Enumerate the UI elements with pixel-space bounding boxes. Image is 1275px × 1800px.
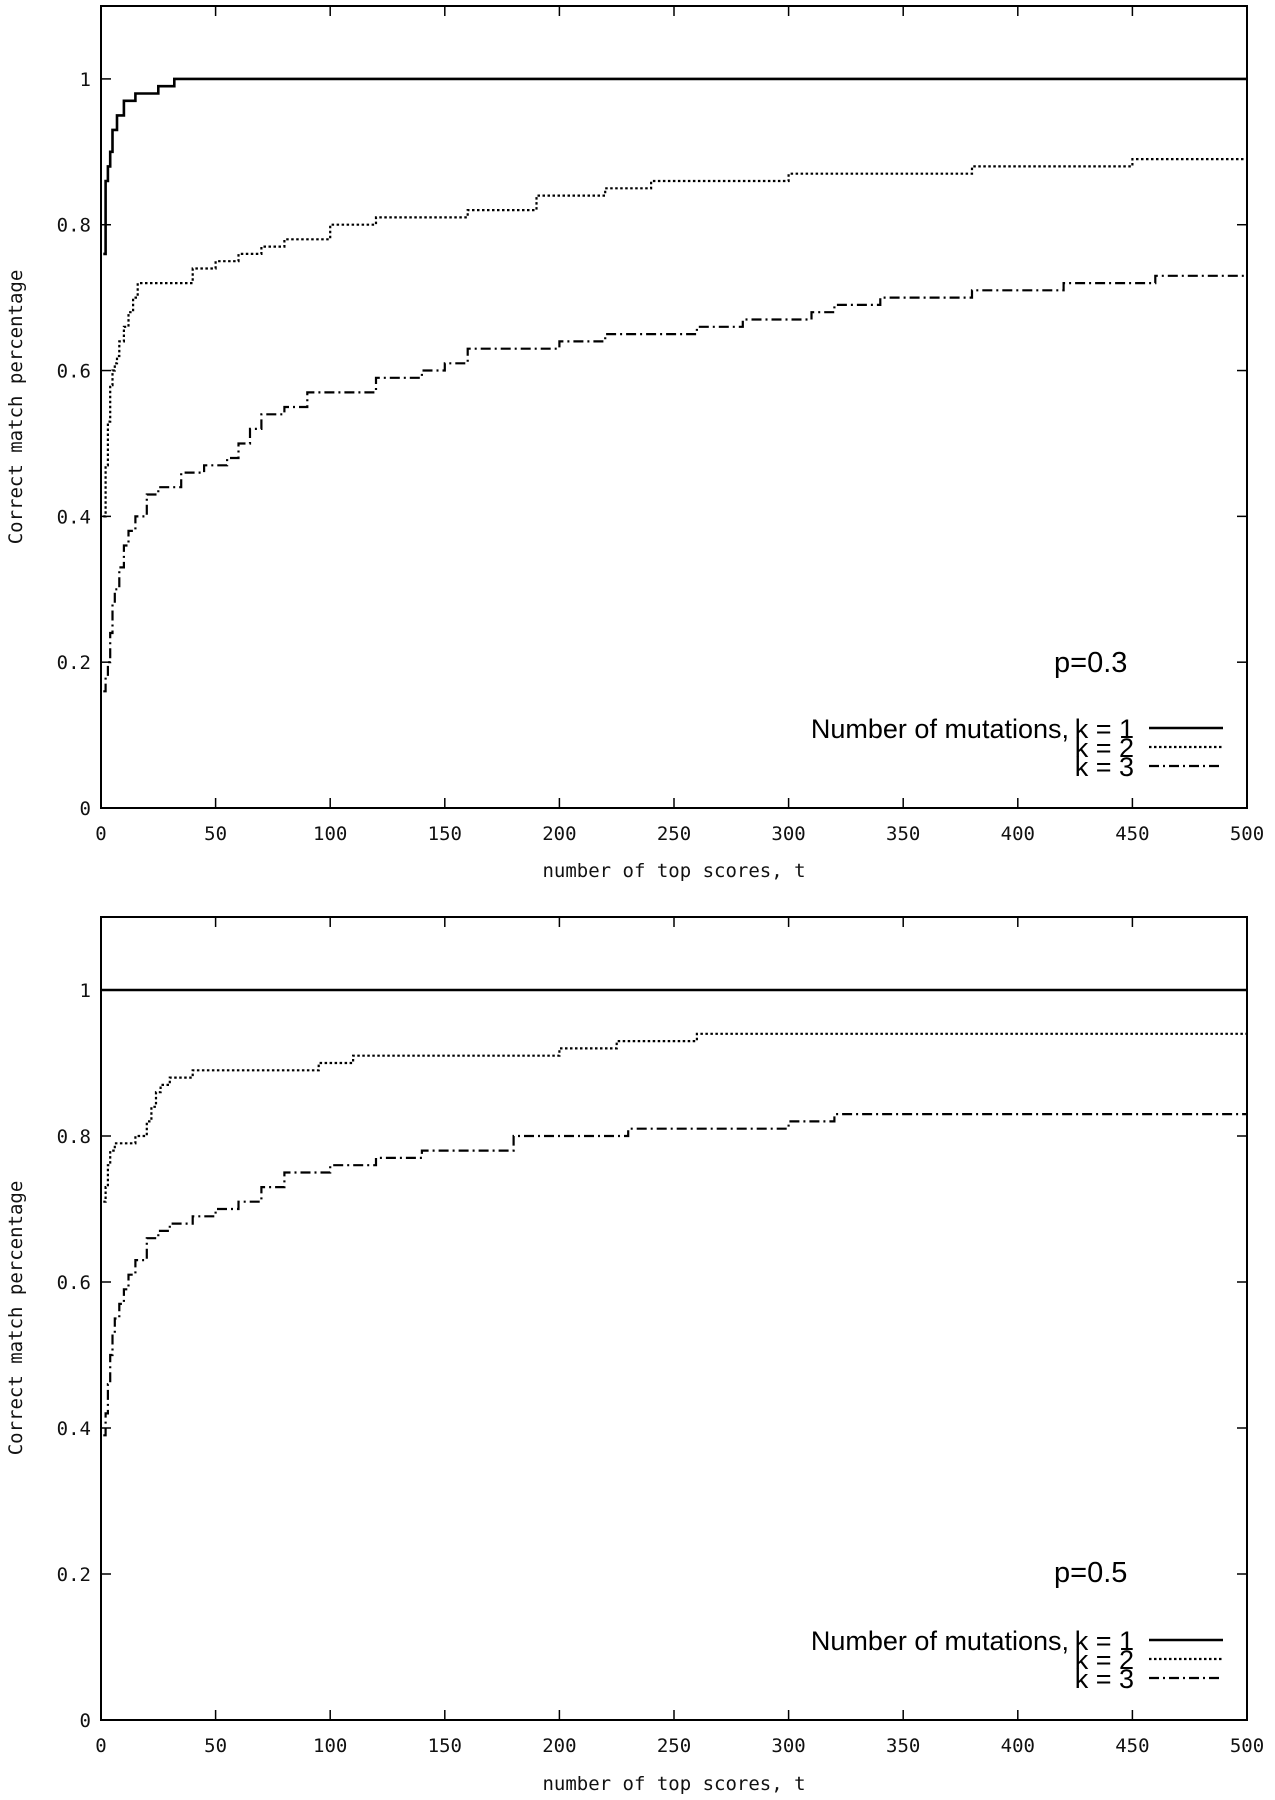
x-tick-labels: 0 50 100 150 200 250 300 350 400 450 500 — [95, 1735, 1264, 1757]
x-tick-label: 0 — [95, 1735, 106, 1757]
y-tick-labels: 0 0.2 0.4 0.6 0.8 1 — [57, 69, 91, 820]
x-tick-label: 100 — [313, 1735, 347, 1757]
x-tick-label: 150 — [428, 1735, 462, 1757]
x-tick-label: 400 — [1001, 1735, 1035, 1757]
legend-label: k = 1 — [1075, 714, 1134, 744]
parameter-annotation: p=0.5 — [1054, 1557, 1127, 1589]
series-line-k2 — [103, 158, 1247, 518]
y-axis-title: Correct match percentage — [5, 1181, 27, 1456]
plot-frame — [100, 916, 1248, 1721]
x-tick-label: 200 — [542, 1735, 576, 1757]
x-tick-label: 150 — [428, 823, 462, 845]
series-line-k3 — [103, 1113, 1247, 1437]
x-tick-label: 400 — [1001, 823, 1035, 845]
y-tick-label: 0 — [80, 1710, 91, 1732]
chart-panel-p03: 0 50 100 150 200 250 300 350 400 450 500 0 0.2 0.4 0.… — [5, 5, 1264, 882]
x-tick-label: 500 — [1230, 1735, 1264, 1757]
legend-prefix: Number of mutations, — [811, 714, 1069, 744]
legend-label: k = 1 — [1075, 1626, 1134, 1656]
y-tick-labels: 0 0.2 0.4 0.6 0.8 1 — [57, 980, 91, 1732]
series-line-k1 — [103, 77, 1247, 256]
series-line-k2 — [103, 1032, 1247, 1203]
legend-label: k = 3 — [1075, 752, 1134, 782]
y-tick-label: 0.6 — [57, 361, 91, 383]
legend-label: k = 3 — [1075, 1664, 1134, 1694]
x-tick-label: 50 — [204, 823, 227, 845]
axis-ticks — [100, 917, 1248, 1721]
y-axis-title: Correct match percentage — [5, 270, 27, 545]
legend-label: k = 2 — [1075, 1645, 1134, 1675]
y-tick-label: 0.8 — [57, 215, 91, 237]
x-tick-label: 300 — [771, 823, 805, 845]
x-tick-label: 250 — [657, 1735, 691, 1757]
series-group — [101, 988, 1247, 1437]
x-tick-label: 0 — [95, 823, 106, 845]
series-line-k3 — [103, 274, 1247, 693]
legend: Number of mutations, k = 1k = 2k = 3 — [811, 1626, 1223, 1694]
y-tick-label: 0.2 — [57, 652, 91, 674]
x-tick-label: 300 — [771, 1735, 805, 1757]
x-axis-title: number of top scores, t — [542, 860, 805, 882]
x-tick-labels: 0 50 100 150 200 250 300 350 400 450 500 — [95, 823, 1264, 845]
axis-ticks — [100, 6, 1248, 809]
x-tick-label: 100 — [313, 823, 347, 845]
legend: Number of mutations, k = 1k = 2k = 3 — [811, 714, 1223, 782]
x-tick-label: 350 — [886, 1735, 920, 1757]
legend-label: k = 2 — [1075, 733, 1134, 763]
x-axis-title: number of top scores, t — [542, 1773, 805, 1795]
x-tick-label: 450 — [1115, 1735, 1149, 1757]
x-tick-label: 450 — [1115, 823, 1149, 845]
y-tick-label: 0.8 — [57, 1126, 91, 1148]
x-tick-label: 350 — [886, 823, 920, 845]
series-group — [103, 77, 1247, 693]
y-tick-label: 0.2 — [57, 1564, 91, 1586]
y-tick-label: 0.6 — [57, 1272, 91, 1294]
x-tick-label: 500 — [1230, 823, 1264, 845]
plot-frame — [100, 5, 1248, 809]
y-tick-label: 0 — [80, 798, 91, 820]
x-tick-label: 200 — [542, 823, 576, 845]
y-tick-label: 0.4 — [57, 506, 91, 528]
parameter-annotation: p=0.3 — [1054, 647, 1127, 679]
legend-prefix: Number of mutations, — [811, 1626, 1069, 1656]
y-tick-label: 0.4 — [57, 1418, 91, 1440]
x-tick-label: 50 — [204, 1735, 227, 1757]
y-tick-label: 1 — [80, 980, 91, 1002]
x-tick-label: 250 — [657, 823, 691, 845]
chart-panel-p05: 0 50 100 150 200 250 300 350 400 450 500 0 0.2 0.4 0.… — [5, 916, 1264, 1795]
y-tick-label: 1 — [80, 69, 91, 91]
